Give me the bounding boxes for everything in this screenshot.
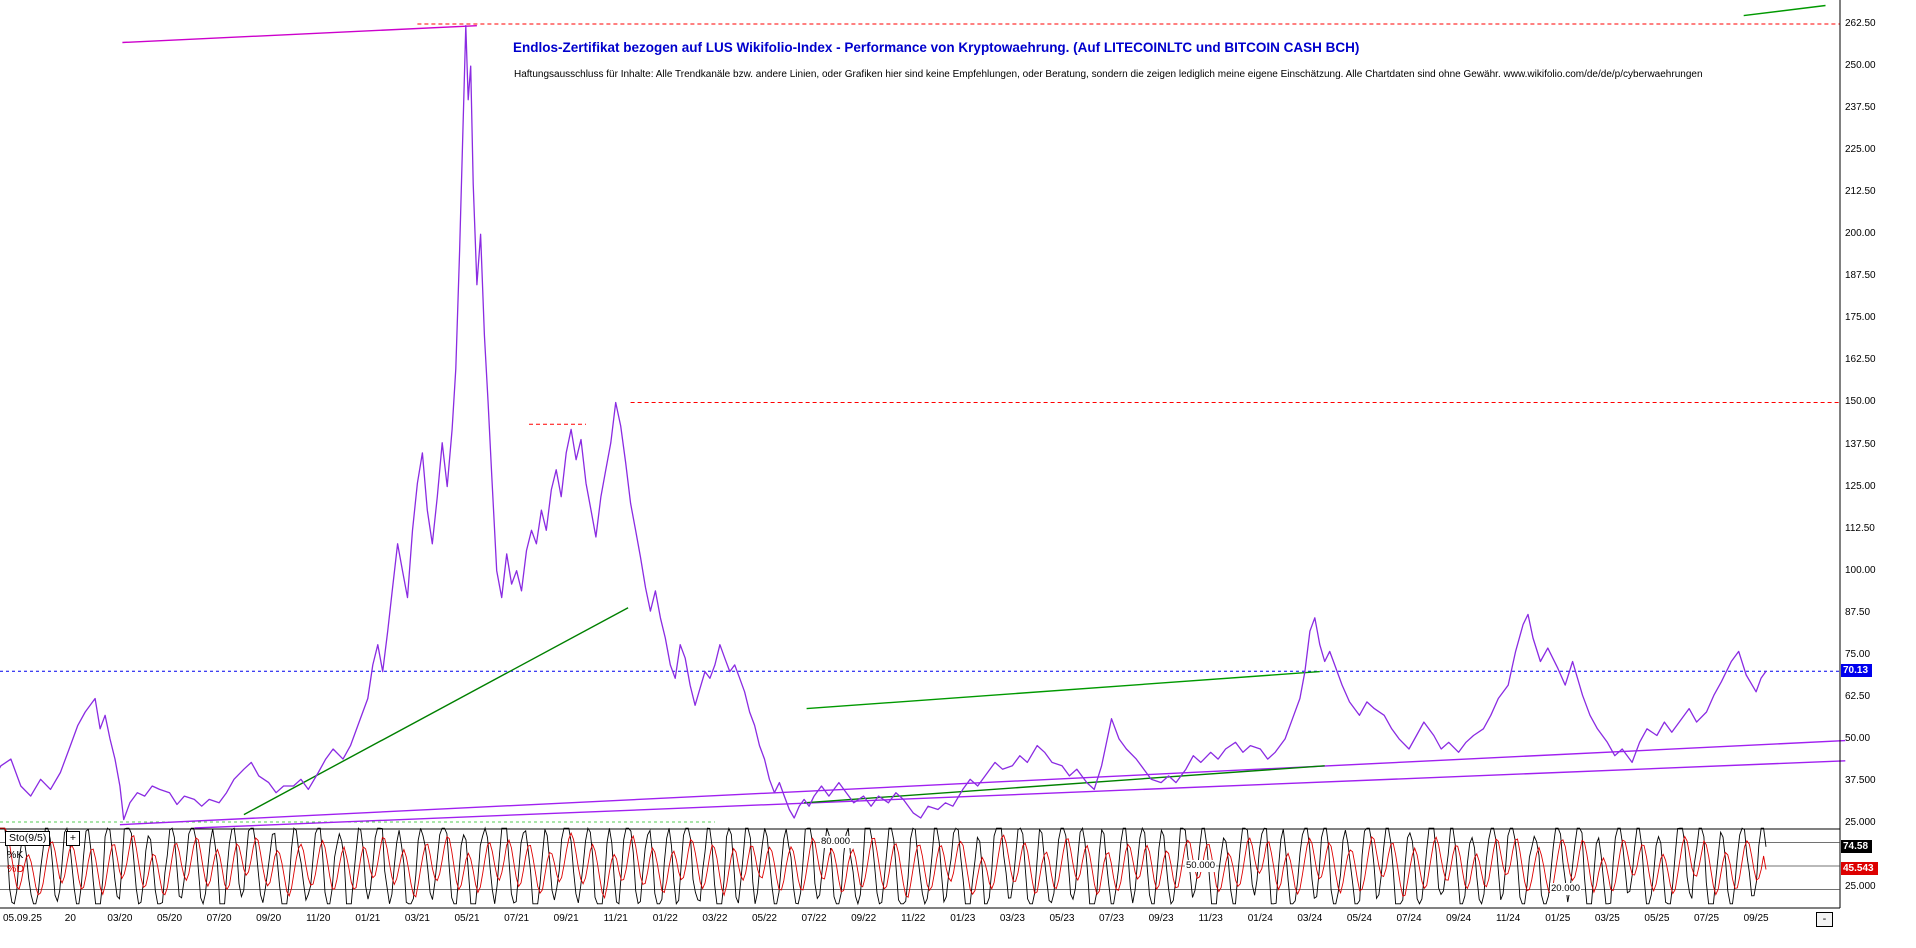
price-axis-label: 137.50 — [1845, 438, 1876, 450]
price-axis-label: 162.50 — [1845, 354, 1876, 366]
time-axis-label: 11/23 — [1198, 913, 1223, 924]
percent-k-label: %K — [7, 849, 24, 861]
time-axis-label: 11/21 — [603, 913, 628, 924]
time-axis-label: 01/24 — [1247, 913, 1273, 924]
price-axis-label: 187.50 — [1845, 270, 1876, 282]
price-axis-label: 250.00 — [1845, 60, 1876, 72]
price-axis-label: 75.00 — [1845, 648, 1871, 660]
price-line — [0, 25, 1767, 821]
time-axis-label: 09/20 — [256, 913, 282, 924]
price-axis-label: 87.50 — [1845, 606, 1871, 618]
percent-k-value-badge: 74.58 — [1841, 840, 1873, 853]
price-axis-label: 100.00 — [1845, 564, 1876, 576]
time-axis-label: 20 — [64, 913, 76, 924]
time-axis-label: 05/24 — [1346, 913, 1372, 924]
price-axis-label: 112.50 — [1845, 522, 1875, 534]
upper-channel-line — [122, 25, 477, 44]
indicator-level-label: 50.000 — [1185, 860, 1217, 872]
time-axis-label: 09/25 — [1743, 913, 1769, 924]
indicator-level-label: 20.000 — [1550, 883, 1582, 895]
price-axis-label: 175.00 — [1845, 312, 1876, 324]
percent-k-line — [0, 826, 1767, 906]
price-axis-label: 212.50 — [1845, 186, 1876, 198]
time-axis-start-label: 05.09.25 — [3, 913, 42, 924]
time-axis-label: 09/23 — [1148, 913, 1174, 924]
indicator-axis-label: 25.000 — [1845, 881, 1876, 892]
price-axis-label: 25.000 — [1845, 816, 1876, 828]
time-axis-label: 07/20 — [206, 913, 232, 924]
bull-trend-2020-2021 — [243, 607, 629, 816]
time-axis-label: 01/21 — [355, 913, 381, 924]
time-axis-label: 03/22 — [702, 913, 728, 924]
time-axis-label: 09/24 — [1446, 913, 1472, 924]
time-axis-label: 01/22 — [652, 913, 678, 924]
price-axis-label: 200.00 — [1845, 228, 1876, 240]
chart-title: Endlos-Zertifikat bezogen auf LUS Wikifo… — [513, 40, 1360, 55]
price-axis-label: 237.50 — [1845, 102, 1876, 114]
percent-d-line — [0, 827, 1767, 900]
price-axis-label: 62.50 — [1845, 690, 1871, 702]
chart-disclaimer: Haftungsausschluss für Inhalte: Alle Tre… — [514, 69, 1703, 80]
time-axis-label: 07/23 — [1099, 913, 1125, 924]
price-axis-label: 225.00 — [1845, 144, 1876, 156]
indicator-name-button[interactable]: Sto(9/5) — [5, 831, 51, 846]
time-axis-label: 07/21 — [504, 913, 530, 924]
price-axis-label: 50.00 — [1845, 732, 1871, 744]
time-axis-label: 09/22 — [851, 913, 877, 924]
long-term-support-lower — [194, 760, 1846, 829]
time-axis-label: 05/25 — [1644, 913, 1670, 924]
percent-d-label: %D — [7, 863, 24, 875]
time-axis-label: 05/20 — [157, 913, 183, 924]
time-axis-label: 01/25 — [1545, 913, 1571, 924]
time-axis-label: 07/24 — [1396, 913, 1422, 924]
price-axis-label: 37.500 — [1845, 774, 1876, 786]
top-right-trend-segment — [1743, 4, 1826, 17]
time-axis-label: 11/20 — [306, 913, 331, 924]
time-axis-label: 07/25 — [1693, 913, 1720, 924]
time-axis-label: 01/23 — [950, 913, 976, 924]
support-trend-2022-2024 — [804, 765, 1325, 804]
current-price-badge: 70.13 — [1841, 664, 1873, 677]
time-axis-label: 11/24 — [1496, 913, 1521, 924]
resistance-trend-2022-2024 — [806, 670, 1320, 710]
price-axis-label: 150.00 — [1845, 396, 1876, 408]
time-axis-label: 09/21 — [553, 913, 579, 924]
time-axis-label: 05/21 — [454, 913, 480, 924]
indicator-level-label: 80.000 — [820, 836, 852, 848]
time-axis-label: 03/23 — [999, 913, 1025, 924]
time-axis-label: 07/22 — [801, 913, 827, 924]
time-axis-label: 03/20 — [107, 913, 133, 924]
indicator-add-button[interactable]: + — [66, 831, 80, 846]
percent-d-value-badge: 45.543 — [1841, 862, 1878, 875]
zoom-out-button[interactable]: - — [1816, 912, 1833, 927]
time-axis-label: 05/23 — [1049, 913, 1075, 924]
long-term-support-upper — [119, 739, 1846, 826]
time-axis-label: 03/21 — [404, 913, 430, 924]
time-axis-label: 05/22 — [751, 913, 777, 924]
price-axis-label: 262.50 — [1845, 18, 1876, 29]
price-axis-label: 125.00 — [1845, 480, 1876, 492]
time-axis-label: 03/24 — [1297, 913, 1323, 924]
time-axis-label: 11/22 — [901, 913, 926, 924]
time-axis-label: 03/25 — [1594, 913, 1620, 924]
